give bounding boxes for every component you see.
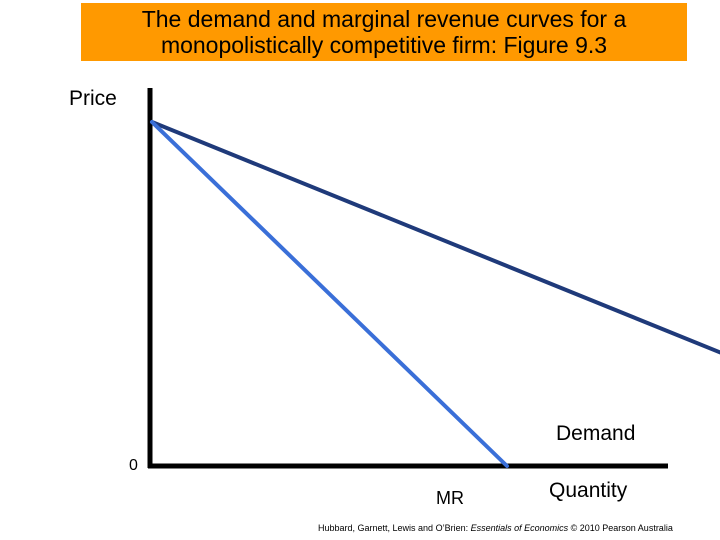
title-banner: The demand and marginal revenue curves f… xyxy=(81,3,687,61)
credit-book: Essentials of Economics xyxy=(470,523,569,533)
credit-prefix: Hubbard, Garnett, Lewis and O’Brien: xyxy=(318,523,471,533)
x-axis-label: Quantity xyxy=(549,479,628,502)
mr-curve xyxy=(150,120,509,468)
mr-label: MR xyxy=(436,488,464,508)
title-line-2: monopolistically competitive firm: Figur… xyxy=(160,32,608,58)
title-line-1: The demand and marginal revenue curves f… xyxy=(141,6,627,32)
demand-curve xyxy=(150,120,720,355)
credit-suffix: © 2010 Pearson Australia xyxy=(568,523,673,533)
y-axis-label: Price xyxy=(69,87,117,110)
source-credit: Hubbard, Garnett, Lewis and O’Brien: Ess… xyxy=(318,523,718,534)
demand-label: Demand xyxy=(556,422,635,445)
origin-label: 0 xyxy=(129,457,138,474)
